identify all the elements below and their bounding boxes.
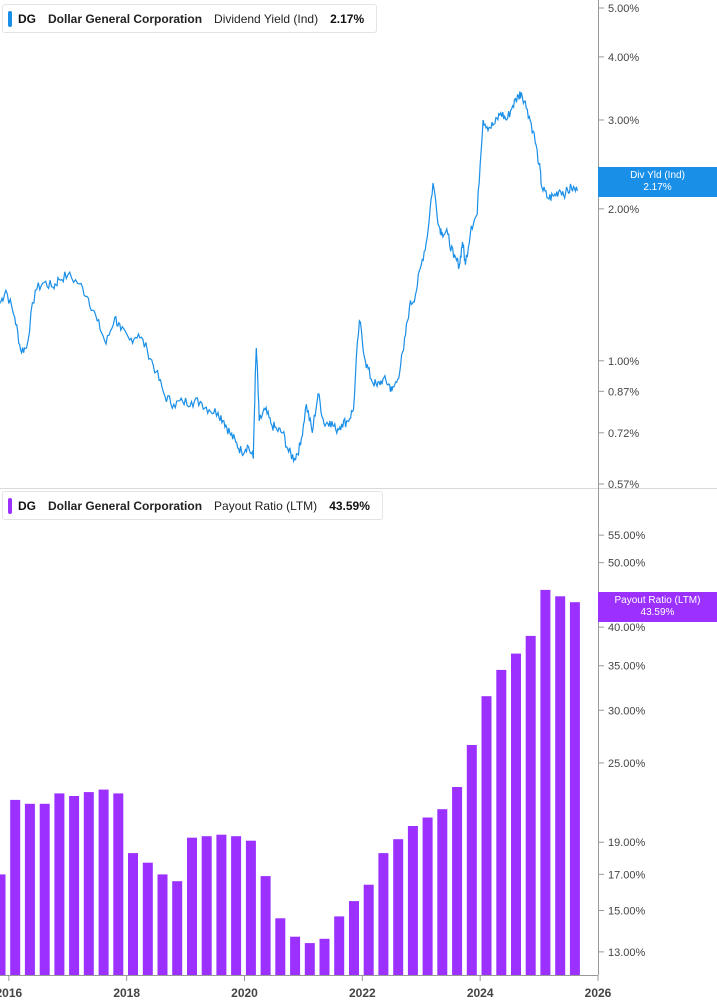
legend-bottom-metric: Payout Ratio (LTM)	[214, 498, 318, 513]
dividend-yield-line	[0, 91, 578, 464]
payout-bar	[540, 589, 551, 975]
payout-bar	[113, 793, 124, 975]
y-tick-label: 0.72%	[608, 428, 639, 440]
payout-y-axis: 55.00% 50.00% 40.00% 35.00% 30.00% 25.00% 19.0…	[598, 530, 646, 959]
x-tick-label: 2022	[349, 986, 376, 1000]
x-tick-label: 2020	[231, 986, 258, 1000]
payout-bar	[69, 796, 80, 975]
payout-bar	[157, 874, 168, 975]
payout-swatch	[8, 497, 12, 514]
y-tick-label: 17.00%	[608, 869, 646, 881]
payout-bar	[569, 602, 580, 975]
payout-bar	[83, 792, 94, 975]
payout-bars	[0, 589, 580, 975]
y-tick-label: 35.00%	[608, 661, 646, 673]
payout-badge-value: 43.59%	[640, 607, 675, 619]
y-tick-label: 3.00%	[608, 115, 639, 127]
payout-bar	[231, 836, 242, 975]
yield-badge-label: Div Yld (Ind)	[630, 169, 685, 181]
payout-bar	[407, 826, 418, 975]
payout-bar	[378, 853, 389, 975]
y-tick-label: 55.00%	[608, 530, 646, 542]
payout-bar	[0, 874, 6, 975]
payout-bar	[363, 884, 374, 975]
y-tick-label: 5.00%	[608, 3, 639, 15]
y-tick-label: 1.00%	[608, 356, 639, 368]
payout-bar	[201, 836, 212, 975]
y-tick-label: 4.00%	[608, 52, 639, 64]
payout-bar	[24, 803, 35, 975]
payout-bar	[481, 696, 492, 975]
payout-bar	[555, 596, 566, 975]
legend-bottom: DG Dollar General Corporation Payout Rat…	[2, 491, 383, 520]
x-axis: 2016 2018 2020 2022 2024 2026	[0, 975, 612, 1000]
payout-bar	[10, 799, 21, 975]
legend-top-company: Dollar General Corporation	[48, 11, 203, 26]
payout-bar	[422, 817, 433, 975]
x-tick-label: 2024	[467, 986, 494, 1000]
payout-bar	[496, 669, 507, 975]
dividend-yield-panel: 5.00% 4.00% 3.00% 2.00% 1.00% 0.87% 0.72% 0.57%	[0, 3, 639, 491]
yield-swatch	[8, 10, 12, 27]
y-tick-label: 50.00%	[608, 558, 646, 570]
payout-bar	[245, 840, 256, 975]
payout-ratio-panel: 55.00% 50.00% 40.00% 35.00% 30.00% 25.00% 19.0…	[0, 530, 646, 975]
payout-bar	[334, 916, 345, 975]
yield-y-axis: 5.00% 4.00% 3.00% 2.00% 1.00% 0.87% 0.72% 0.57%	[598, 3, 639, 491]
payout-bar	[393, 839, 404, 975]
y-tick-label: 0.57%	[608, 479, 639, 491]
yield-value-badge: Div Yld (Ind) 2.17%	[598, 166, 717, 197]
x-tick-label: 2016	[0, 986, 23, 1000]
payout-bar	[260, 876, 271, 975]
payout-bar	[128, 853, 138, 975]
payout-bar	[172, 881, 183, 975]
legend-top-ticker: DG	[18, 11, 36, 26]
y-tick-label: 19.00%	[608, 837, 646, 849]
legend-bottom-company: Dollar General Corporation	[48, 498, 203, 513]
payout-bar	[319, 938, 330, 975]
payout-badge-label: Payout Ratio (LTM)	[614, 595, 701, 607]
y-tick-label: 30.00%	[608, 705, 646, 717]
y-tick-label: 2.00%	[608, 204, 639, 216]
payout-bar	[525, 635, 536, 975]
y-tick-label: 25.00%	[608, 758, 646, 770]
x-tick-label: 2018	[113, 986, 140, 1000]
payout-bar	[466, 745, 477, 975]
payout-bar	[349, 901, 359, 975]
payout-bar	[511, 653, 521, 975]
legend-top: DG Dollar General Corporation Dividend Y…	[2, 4, 378, 33]
legend-bottom-ticker: DG	[18, 498, 36, 513]
x-tick-label: 2026	[585, 986, 612, 1000]
y-tick-label: 15.00%	[608, 906, 646, 918]
payout-bar	[142, 862, 153, 975]
payout-bar	[187, 837, 197, 975]
payout-bar	[437, 809, 448, 975]
legend-top-metric: Dividend Yield (Ind)	[214, 11, 319, 26]
payout-bar	[98, 789, 109, 975]
payout-bar	[290, 936, 301, 975]
payout-value-badge: Payout Ratio (LTM) 43.59%	[598, 592, 717, 623]
payout-bar	[452, 787, 463, 975]
payout-bar	[216, 834, 227, 975]
y-tick-label: 13.00%	[608, 947, 646, 959]
yield-badge-value: 2.17%	[643, 181, 672, 193]
payout-bar	[275, 918, 286, 975]
payout-bar	[39, 803, 50, 975]
y-tick-label: 40.00%	[608, 622, 646, 634]
y-tick-label: 0.87%	[608, 386, 639, 398]
payout-bar	[54, 793, 65, 975]
legend-top-value: 2.17%	[330, 11, 365, 26]
legend-bottom-value: 43.59%	[329, 498, 370, 513]
payout-bar	[304, 943, 315, 975]
